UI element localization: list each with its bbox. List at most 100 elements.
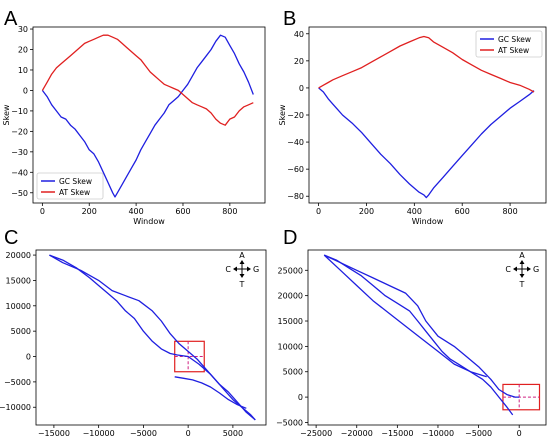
y-tick-label: −10 — [11, 107, 28, 116]
panel-b: B 0 200 400 600 800 −80 −60 −40 −20 0 20 40 Window Ske… — [278, 8, 547, 226]
legend-label: GC Skew — [498, 35, 531, 44]
y-tick-label: 40 — [294, 30, 304, 39]
series-line-2 — [323, 254, 487, 378]
y-tick-label: 15000 — [6, 276, 31, 285]
x-tick-label: 400 — [407, 207, 422, 216]
y-tick-label: 0 — [23, 86, 28, 95]
x-tick-label: 0 — [517, 429, 522, 438]
y-tick-label: 5000 — [11, 327, 31, 336]
y-tick-label: −5000 — [4, 378, 31, 387]
series-line-2 — [174, 376, 247, 409]
legend-label: AT Skew — [59, 188, 90, 197]
x-tick-label: 0 — [316, 207, 321, 216]
compass-head-down — [519, 274, 525, 278]
x-tick-label: 400 — [128, 207, 143, 216]
x-tick-label: 200 — [82, 207, 97, 216]
legend: GC Skew AT Skew — [475, 30, 543, 58]
y-tick-label: 30 — [18, 25, 28, 34]
x-tick-label: 0 — [40, 207, 45, 216]
y-tick-label: 20000 — [278, 292, 303, 301]
plot-frame — [307, 249, 547, 426]
y-tick-label: −20 — [287, 111, 304, 120]
compass-label-left: C — [505, 265, 511, 274]
y-axis-label: Skew — [278, 104, 287, 125]
panel-letter: B — [283, 8, 296, 30]
y-tick-label: 15000 — [278, 317, 303, 326]
compass-label-up: A — [239, 251, 245, 260]
series-line-1 — [49, 254, 256, 421]
panel-letter: A — [4, 8, 18, 30]
y-tick-label: −30 — [11, 148, 28, 157]
y-tick-label: 0 — [298, 393, 303, 402]
series-line-gc-skew — [41, 34, 254, 198]
compass-label-right: G — [253, 265, 259, 274]
series-line-at-skew — [41, 34, 254, 126]
y-tick-label: 5000 — [283, 368, 303, 377]
x-tick-label: 600 — [455, 207, 470, 216]
y-tick-label: 0 — [26, 353, 31, 362]
compass-icon: A TC G — [505, 251, 539, 289]
y-tick-label: 20 — [294, 57, 304, 66]
y-axis-label: Skew — [2, 104, 11, 125]
y-tick-label: 10000 — [278, 342, 303, 351]
legend-label: GC Skew — [59, 177, 92, 186]
x-tick-label: 5000 — [223, 429, 243, 438]
panel-a: A 0 200 400 600 800 −50 −40 −30 −20 −10 0 10 20 30 Wind… — [2, 8, 266, 226]
compass-head-down — [239, 274, 245, 278]
compass-head-right — [247, 266, 251, 272]
plot-frame — [35, 249, 267, 426]
series-line-0 — [49, 254, 256, 421]
panel-letter: C — [4, 227, 18, 249]
y-tick-label: −60 — [287, 165, 304, 174]
series-line-at-skew — [318, 35, 535, 93]
series-line-1 — [323, 254, 520, 398]
series-line-gc-skew — [318, 87, 535, 199]
x-tick-label: −25000 — [300, 429, 332, 438]
compass-head-up — [239, 260, 245, 264]
compass-head-right — [527, 266, 531, 272]
compass-label-down: T — [239, 280, 245, 289]
x-tick-label: 600 — [175, 207, 190, 216]
x-tick-label: 200 — [359, 207, 374, 216]
y-tick-label: 10 — [18, 66, 28, 75]
legend: GC Skew AT Skew — [36, 172, 104, 200]
compass-head-left — [233, 266, 237, 272]
y-tick-label: −40 — [11, 168, 28, 177]
compass-head-up — [519, 260, 525, 264]
plot-frame — [32, 26, 266, 204]
x-tick-label: 800 — [222, 207, 237, 216]
x-tick-label: 800 — [502, 207, 517, 216]
y-tick-label: −80 — [287, 192, 304, 201]
y-tick-label: 25000 — [278, 266, 303, 275]
y-tick-label: −20 — [11, 127, 28, 136]
y-tick-label: −5000 — [276, 418, 303, 427]
x-tick-label: −10000 — [422, 429, 454, 438]
legend-label: AT Skew — [498, 46, 529, 55]
y-tick-label: −50 — [11, 189, 28, 198]
y-tick-label: 20 — [18, 46, 28, 55]
y-tick-label: 10000 — [6, 302, 31, 311]
compass-label-right: G — [533, 265, 539, 274]
x-tick-label: 0 — [186, 429, 191, 438]
panel-d: D −25000 −20000 −15000 −10000 −5000 0 −5000 0 500… — [276, 227, 547, 438]
x-axis-label: Window — [412, 217, 444, 226]
y-tick-label: −40 — [287, 138, 304, 147]
compass-icon: A TC G — [225, 251, 259, 289]
y-tick-label: 20000 — [6, 251, 31, 260]
panel-letter: D — [283, 227, 297, 249]
x-tick-label: −10000 — [83, 429, 115, 438]
panel-c: C −15000 −10000 −5000 0 5000 −10000 −5000 0 5000 1… — [0, 227, 267, 438]
x-tick-label: −20000 — [341, 429, 373, 438]
compass-label-down: T — [519, 280, 525, 289]
x-tick-label: −15000 — [38, 429, 70, 438]
series-line-0 — [323, 254, 514, 416]
x-tick-label: −5000 — [130, 429, 157, 438]
compass-label-left: C — [225, 265, 231, 274]
compass-head-left — [513, 266, 517, 272]
x-axis-label: Window — [133, 217, 165, 226]
x-tick-label: −5000 — [465, 429, 492, 438]
y-tick-label: −10000 — [0, 403, 31, 412]
x-tick-label: −15000 — [381, 429, 413, 438]
y-tick-label: 0 — [299, 84, 304, 93]
